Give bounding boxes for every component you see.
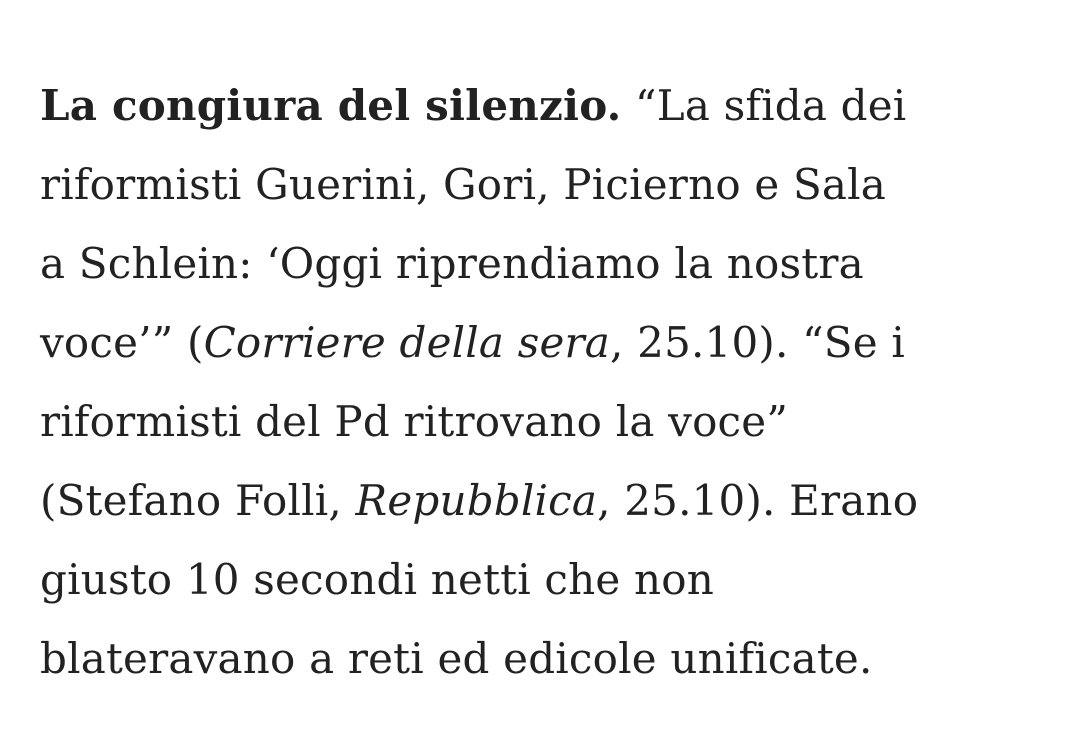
- body-text: a Schlein: ‘Oggi riprendiamo la nostra: [40, 239, 864, 288]
- body-text: blateravano a reti ed edicole unificate.: [40, 634, 873, 683]
- text-line: giusto 10 secondi netti che non: [40, 540, 918, 619]
- body-text: riformisti Guerini, Gori, Picierno e Sal…: [40, 160, 887, 209]
- text-line: voce’” (Corriere della sera, 25.10). “Se…: [40, 303, 918, 382]
- body-text: “La sfida dei: [621, 81, 907, 130]
- italic-source-text: Corriere della sera: [203, 318, 611, 367]
- text-line: a Schlein: ‘Oggi riprendiamo la nostra: [40, 224, 918, 303]
- italic-source-text: Repubblica: [355, 476, 598, 525]
- text-line: riformisti Guerini, Gori, Picierno e Sal…: [40, 145, 918, 224]
- text-line: riformisti del Pd ritrovano la voce”: [40, 382, 918, 461]
- body-text: , 25.10). “Se i: [610, 318, 905, 367]
- body-text: (Stefano Folli,: [40, 476, 356, 525]
- article-paragraph: La congiura del silenzio. “La sfida dei r…: [40, 66, 918, 698]
- body-text: giusto 10 secondi netti che non: [40, 555, 714, 604]
- text-line: La congiura del silenzio. “La sfida dei: [40, 66, 918, 145]
- body-text: voce’” (: [40, 318, 204, 367]
- body-text: , 25.10). Erano: [597, 476, 919, 525]
- body-text: riformisti del Pd ritrovano la voce”: [40, 397, 789, 446]
- text-line: blateravano a reti ed edicole unificate.: [40, 619, 918, 698]
- text-line: (Stefano Folli, Repubblica, 25.10). Eran…: [40, 461, 918, 540]
- bold-heading-text: La congiura del silenzio.: [40, 81, 622, 130]
